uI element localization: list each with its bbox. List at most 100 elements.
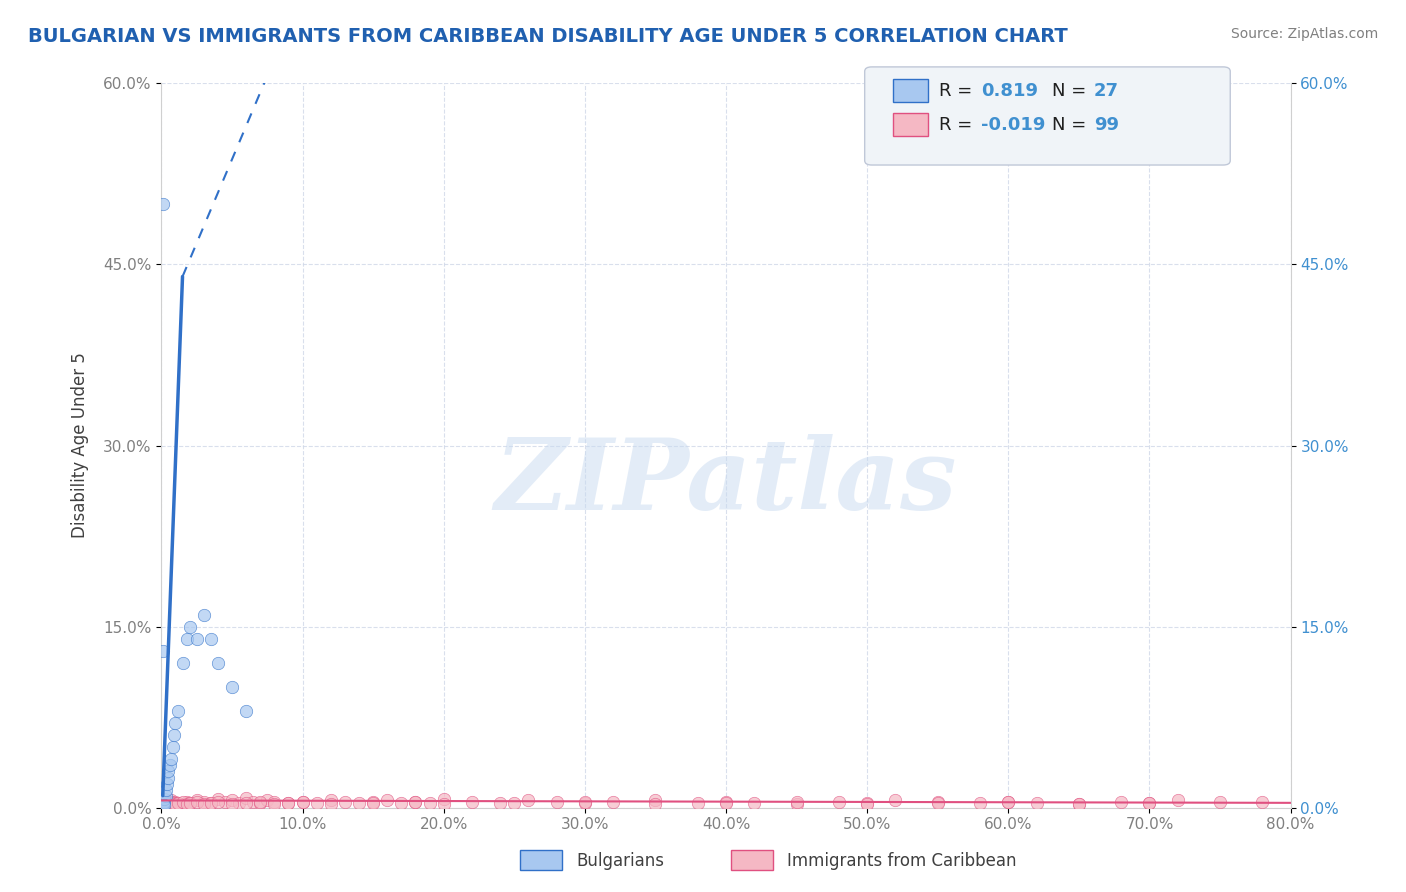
Text: -0.019: -0.019 bbox=[981, 116, 1046, 134]
Text: R =: R = bbox=[939, 116, 973, 134]
Point bbox=[193, 607, 215, 622]
Point bbox=[152, 797, 174, 811]
Point bbox=[574, 796, 596, 810]
Point bbox=[361, 795, 384, 809]
Point bbox=[1167, 793, 1189, 807]
Point bbox=[927, 795, 949, 809]
Point bbox=[546, 795, 568, 809]
Point bbox=[172, 797, 194, 811]
Point bbox=[155, 782, 177, 797]
Point bbox=[200, 796, 222, 810]
Point bbox=[686, 796, 709, 810]
Point bbox=[167, 796, 190, 810]
Point bbox=[503, 796, 526, 810]
Text: R =: R = bbox=[939, 82, 973, 100]
Point bbox=[263, 795, 285, 809]
Point bbox=[162, 740, 184, 755]
Point bbox=[160, 793, 183, 807]
Point bbox=[152, 799, 174, 814]
Point bbox=[157, 797, 180, 811]
Point bbox=[249, 796, 271, 810]
Point bbox=[969, 796, 991, 810]
Point bbox=[162, 796, 184, 810]
Point bbox=[153, 798, 176, 813]
Text: Immigrants from Caribbean: Immigrants from Caribbean bbox=[787, 852, 1017, 870]
Text: N =: N = bbox=[1052, 82, 1085, 100]
Point bbox=[228, 796, 250, 810]
Point bbox=[347, 796, 370, 810]
Point bbox=[179, 796, 201, 810]
Text: BULGARIAN VS IMMIGRANTS FROM CARIBBEAN DISABILITY AGE UNDER 5 CORRELATION CHART: BULGARIAN VS IMMIGRANTS FROM CARIBBEAN D… bbox=[28, 27, 1069, 45]
Point bbox=[786, 795, 808, 809]
Point bbox=[235, 791, 257, 805]
Point bbox=[153, 796, 176, 810]
Point bbox=[742, 796, 765, 810]
Point bbox=[157, 771, 180, 785]
Point bbox=[433, 792, 456, 806]
Point bbox=[156, 776, 179, 790]
Point bbox=[256, 793, 278, 807]
Point bbox=[235, 796, 257, 810]
Point bbox=[242, 795, 264, 809]
Point bbox=[165, 716, 187, 731]
Point bbox=[419, 796, 441, 810]
Point bbox=[574, 795, 596, 809]
Point bbox=[152, 644, 174, 658]
Point bbox=[155, 789, 177, 803]
Point bbox=[319, 793, 342, 807]
Point bbox=[179, 619, 201, 633]
Point bbox=[172, 656, 194, 670]
Point bbox=[200, 796, 222, 810]
Point bbox=[644, 797, 666, 811]
Y-axis label: Disability Age Under 5: Disability Age Under 5 bbox=[72, 352, 89, 539]
Point bbox=[160, 752, 183, 766]
Point bbox=[153, 797, 176, 811]
Point bbox=[277, 796, 299, 810]
Point bbox=[489, 796, 512, 810]
Point bbox=[1067, 797, 1090, 811]
Text: 0.819: 0.819 bbox=[981, 82, 1039, 100]
Point bbox=[167, 796, 190, 810]
Point bbox=[319, 797, 342, 811]
Point bbox=[263, 797, 285, 811]
Point bbox=[644, 793, 666, 807]
Point bbox=[155, 795, 177, 809]
Point bbox=[207, 656, 229, 670]
Point bbox=[927, 796, 949, 810]
Text: N =: N = bbox=[1052, 116, 1085, 134]
Point bbox=[179, 796, 201, 810]
Text: ZIPatlas: ZIPatlas bbox=[495, 434, 957, 530]
Text: Source: ZipAtlas.com: Source: ZipAtlas.com bbox=[1230, 27, 1378, 41]
Point bbox=[249, 795, 271, 809]
Point bbox=[176, 795, 198, 809]
Point bbox=[163, 728, 186, 742]
Point bbox=[165, 797, 187, 811]
Point bbox=[997, 795, 1019, 809]
Point bbox=[221, 680, 243, 694]
Point bbox=[389, 796, 412, 810]
Point bbox=[157, 796, 180, 810]
Point bbox=[156, 795, 179, 809]
Point bbox=[152, 797, 174, 811]
Point bbox=[856, 797, 879, 811]
Point bbox=[163, 796, 186, 810]
Point bbox=[186, 632, 208, 646]
Point bbox=[235, 704, 257, 718]
Point bbox=[156, 797, 179, 811]
Point bbox=[856, 796, 879, 810]
Point bbox=[159, 796, 181, 810]
Text: 27: 27 bbox=[1094, 82, 1119, 100]
Point bbox=[157, 764, 180, 779]
Point bbox=[461, 795, 484, 809]
Point bbox=[361, 796, 384, 810]
Point bbox=[517, 793, 540, 807]
Point bbox=[997, 795, 1019, 809]
Point bbox=[200, 632, 222, 646]
Point bbox=[1109, 795, 1132, 809]
Point bbox=[159, 795, 181, 809]
Point bbox=[176, 632, 198, 646]
Point bbox=[884, 793, 907, 807]
Point bbox=[1209, 795, 1232, 809]
Point bbox=[186, 795, 208, 809]
Point bbox=[162, 797, 184, 811]
